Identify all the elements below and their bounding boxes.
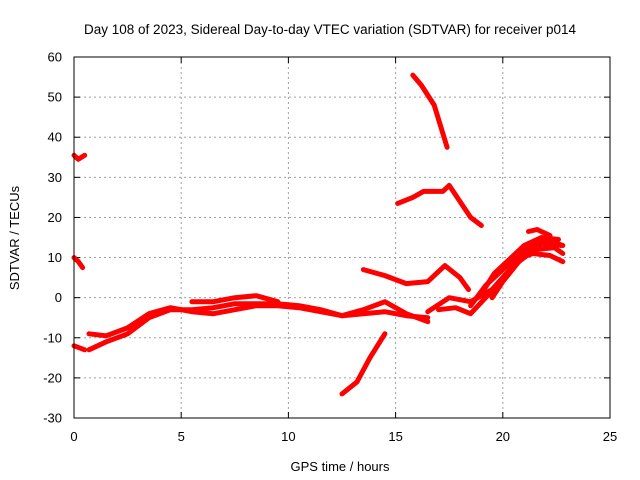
y-tick-label: 10 (48, 250, 62, 265)
x-tick-label: 25 (603, 429, 617, 444)
x-tick-label: 10 (281, 429, 295, 444)
y-tick-label: 20 (48, 210, 62, 225)
tick-labels: 0 5 10 15 20 25 -30 -20 -10 0 10 20 30 40 50 60 (43, 50, 617, 445)
chart-title: Day 108 of 2023, Sidereal Day-to-day VTE… (84, 22, 576, 37)
y-tick-label: 30 (48, 170, 62, 185)
series-line-s1 (71, 152, 88, 162)
y-tick-label: -20 (43, 370, 62, 385)
series-line-s17 (526, 227, 553, 238)
series-line-s6 (189, 293, 281, 305)
series-line-s9 (395, 182, 484, 228)
series-line-s7 (339, 331, 388, 397)
series-line-s8 (360, 263, 471, 293)
series-line-s16 (513, 251, 566, 265)
x-axis-label: GPS time / hours (291, 459, 390, 474)
y-tick-label: 0 (55, 290, 62, 305)
x-tick-label: 15 (388, 429, 402, 444)
y-tick-label: 60 (48, 50, 62, 65)
y-tick-label: 40 (48, 130, 62, 145)
plot-frame (73, 56, 611, 419)
axis-ticks (73, 56, 611, 419)
grid (74, 57, 610, 418)
series-line-s3 (71, 343, 88, 353)
x-tick-label: 0 (70, 429, 77, 444)
y-axis-label: SDTVAR / TECUs (7, 185, 22, 290)
series-line-s5 (86, 299, 431, 339)
x-tick-label: 5 (178, 429, 185, 444)
x-tick-label: 20 (496, 429, 510, 444)
data-series (71, 72, 566, 397)
series-line-s2 (71, 255, 86, 271)
series-line-s10 (410, 72, 450, 150)
y-tick-label: 50 (48, 90, 62, 105)
y-tick-label: -10 (43, 330, 62, 345)
y-tick-label: -30 (43, 411, 62, 426)
